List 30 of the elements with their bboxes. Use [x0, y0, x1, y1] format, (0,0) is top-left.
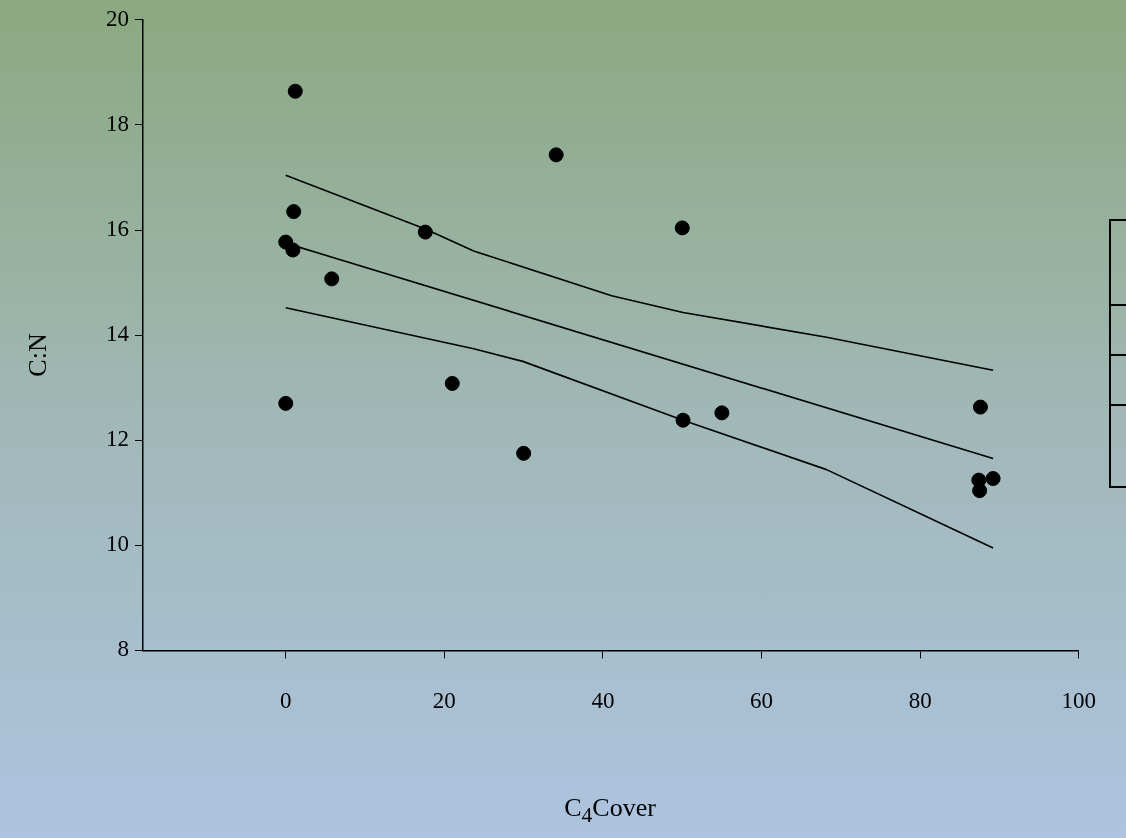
point	[674, 220, 690, 236]
x-tick-label: 0	[279, 688, 292, 714]
y-tick-label: 8	[117, 636, 129, 662]
point	[714, 405, 730, 421]
x-axis-title: C$_{4}$Cover	[564, 793, 656, 829]
point	[324, 271, 340, 287]
x-tick-label: 60	[750, 688, 774, 714]
y-tick-label: 18	[106, 110, 129, 136]
point	[675, 412, 691, 428]
point	[972, 399, 988, 415]
point	[972, 483, 988, 499]
y-tick-label: 14	[106, 321, 130, 347]
point	[548, 147, 564, 163]
point	[286, 204, 302, 220]
point	[285, 242, 301, 258]
y-tick-label: 20	[106, 5, 129, 31]
x-tick-label: 40	[591, 688, 615, 714]
y-tick-label: 16	[106, 216, 129, 242]
y-tick-label: 10	[106, 531, 129, 557]
point	[278, 395, 294, 411]
x-tick-label: 20	[432, 688, 456, 714]
point	[444, 375, 460, 391]
point	[287, 83, 303, 99]
point	[985, 471, 1001, 487]
point	[417, 224, 433, 240]
y-axis-title: C:N	[23, 333, 53, 377]
x-tick-label: 100	[1061, 688, 1096, 714]
y-tick-label: 12	[106, 426, 129, 452]
point	[516, 445, 532, 461]
x-tick-label: 80	[908, 688, 932, 714]
